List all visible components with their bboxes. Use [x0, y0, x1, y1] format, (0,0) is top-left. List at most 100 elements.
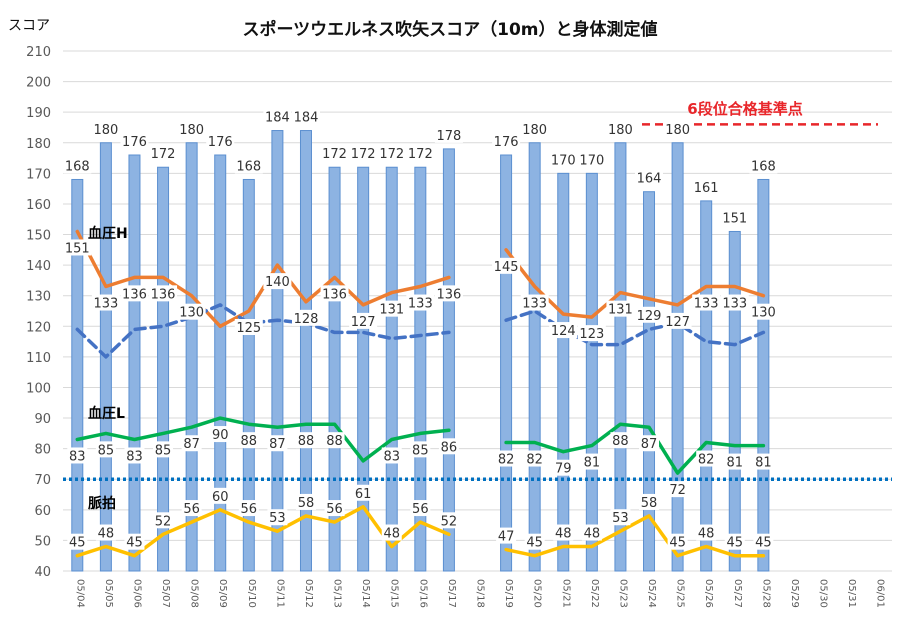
line-value-label: 53	[612, 511, 629, 526]
line-value-label-bg	[639, 493, 660, 510]
score-bar	[528, 142, 541, 572]
line-value-label: 129	[637, 309, 662, 324]
x-tick-label: 05/23	[617, 579, 628, 608]
line-value-label: 82	[526, 453, 543, 468]
line-value-label: 45	[755, 536, 772, 551]
score-bar	[700, 200, 713, 572]
line-value-label: 48	[383, 527, 400, 542]
series-label-bp-high: 血圧H	[88, 225, 128, 242]
line-value-label-bg	[377, 300, 406, 317]
line-value-label: 128	[294, 312, 319, 327]
line-value-label-bg	[181, 500, 202, 517]
series-label-pulse: 脈拍	[88, 495, 116, 512]
line-value-label: 53	[269, 511, 286, 526]
line-value-label: 136	[436, 287, 461, 302]
score-bar	[643, 191, 656, 572]
y-tick-label: 120	[26, 320, 51, 335]
line-value-label: 72	[669, 483, 686, 498]
line-value-label: 88	[326, 434, 343, 449]
bar-value-label: 170	[551, 153, 576, 168]
y-tick-label: 60	[34, 504, 51, 519]
line-value-label: 131	[379, 303, 404, 318]
line-value-label: 127	[351, 315, 376, 330]
line-value-label-bg	[324, 500, 345, 517]
line-value-label: 48	[555, 527, 572, 542]
y-tick-label: 80	[34, 443, 51, 458]
y-tick-label: 200	[26, 76, 51, 91]
line-value-label-bg	[496, 527, 517, 544]
line-value-label: 130	[751, 306, 776, 321]
line-value-label-bg	[267, 509, 288, 526]
x-tick-label: 05/09	[217, 579, 228, 608]
line-value-label-bg	[749, 303, 778, 320]
line-value-label: 124	[551, 324, 576, 339]
y-tick-label: 180	[26, 137, 51, 152]
line-value-label: 58	[298, 496, 315, 511]
bar-value-label: 180	[522, 123, 547, 138]
line-value-label-bg	[492, 257, 521, 274]
bar-value-label-bg	[63, 157, 92, 174]
x-tick-label: 05/26	[703, 579, 714, 608]
line-value-label-bg	[153, 512, 174, 529]
line-value-label-bg	[434, 285, 463, 302]
y-tick-label: 70	[34, 473, 51, 488]
score-bar	[614, 142, 627, 572]
bar-value-label-bg	[492, 133, 521, 149]
score-bar	[557, 172, 570, 572]
line-value-label: 52	[441, 514, 458, 529]
line-value-label: 45	[727, 536, 744, 551]
line-value-label-bg	[610, 432, 631, 449]
line-value-label-bg	[581, 453, 602, 470]
line-value-label: 133	[408, 297, 433, 312]
line-value-label: 86	[441, 440, 458, 455]
x-tick-label: 05/05	[103, 579, 114, 608]
bar-value-label-bg	[406, 145, 435, 162]
x-tick-label: 05/21	[560, 579, 571, 608]
bar-value-label-bg	[120, 133, 149, 149]
x-tick-label: 05/20	[532, 579, 543, 608]
x-tick-label: 05/12	[303, 579, 314, 608]
score-bar	[728, 230, 741, 572]
line-value-label: 45	[526, 536, 543, 551]
bar-series	[71, 130, 770, 572]
bar-value-label-bg	[720, 209, 749, 226]
line-value-label-bg	[234, 319, 263, 335]
line-value-label-bg	[95, 441, 116, 458]
y-tick-label: 130	[26, 290, 51, 305]
x-tick-label: 05/22	[589, 579, 600, 608]
line-value-label-bg	[320, 285, 349, 302]
series-line-1	[75, 229, 766, 329]
bar-value-label: 178	[436, 129, 461, 144]
line-value-label: 52	[155, 514, 172, 529]
y-tick-label: 90	[34, 412, 51, 427]
line-value-label-bg	[210, 426, 231, 443]
line-value-label-bg	[635, 306, 664, 323]
bar-value-label-bg	[263, 108, 292, 125]
line-value-label-bg	[692, 294, 721, 311]
bar-value-label: 168	[751, 159, 776, 174]
bar-value-label: 172	[322, 147, 347, 162]
bar-value-label: 180	[665, 123, 690, 138]
bar-value-label: 170	[579, 153, 604, 168]
line-value-label-bg	[153, 441, 174, 458]
line-value-label-bg	[524, 533, 545, 550]
line-value-label-bg	[181, 435, 202, 452]
line-value-label: 88	[241, 434, 258, 449]
bar-value-label-bg	[320, 145, 349, 162]
line-value-label: 81	[727, 456, 744, 471]
bar-value-label-bg	[149, 145, 178, 162]
x-tick-label: 05/19	[503, 579, 514, 608]
line-value-label-bg	[353, 484, 374, 501]
line-value-label: 48	[698, 527, 715, 542]
bar-value-label: 184	[265, 111, 290, 126]
x-tick-label: 05/28	[760, 579, 771, 608]
line-value-label: 133	[522, 297, 547, 312]
bar-value-label-bg	[349, 145, 378, 162]
x-axis: 05/04 05/05 05/06 05/07 05/08 05/09 05/10 05/11…	[74, 579, 885, 608]
line-value-label-bg	[177, 303, 206, 320]
line-value-label-bg	[67, 533, 88, 550]
y-tick-label: 170	[26, 167, 51, 182]
line-value-label-bg	[549, 322, 578, 339]
